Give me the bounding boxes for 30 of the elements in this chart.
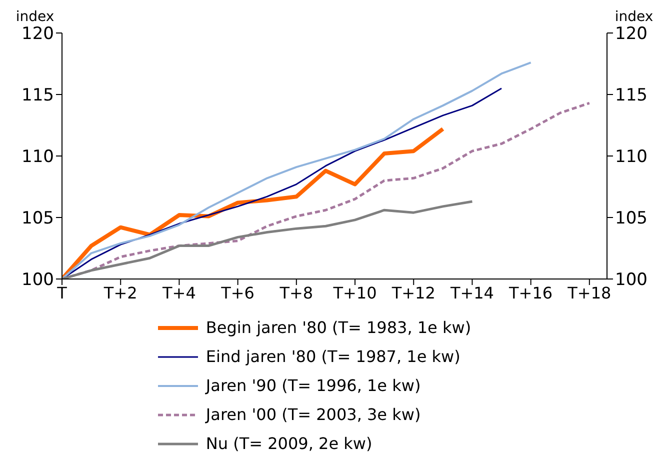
line-series — [62, 200, 474, 279]
x-tick-label: T+14 — [449, 283, 494, 302]
x-tick-label: T+12 — [390, 283, 436, 302]
x-tick-label: T+2 — [102, 283, 138, 302]
line-series — [62, 62, 532, 279]
y2-tick-label: 115 — [615, 86, 648, 106]
legend-label: Nu (T= 2009, 2e kw) — [206, 434, 372, 453]
y2-tick-label: 100 — [615, 270, 648, 290]
y-tick-label: 110 — [22, 147, 54, 168]
y2-axis-title: index — [614, 9, 654, 25]
legend-label: Jaren '00 (T= 2003, 3e kw) — [206, 405, 421, 424]
x-tick-label: T+16 — [508, 283, 553, 302]
legend-label: Jaren '90 (T= 1996, 1e kw) — [206, 376, 421, 395]
line-series — [62, 126, 445, 279]
x-tick-label: T+18 — [566, 283, 612, 302]
legend-label: Begin jaren '80 (T= 1983, 1e kw) — [206, 318, 472, 337]
legend-label: Eind jaren '80 (T= 1987, 1e kw) — [206, 347, 460, 366]
y2-tick-label: 120 — [615, 24, 648, 44]
y-axis-title: index — [16, 9, 54, 25]
x-tick-label: T+8 — [278, 283, 314, 302]
y-tick-label: 115 — [22, 86, 54, 106]
y-tick-label: 120 — [22, 24, 54, 44]
x-tick-label: T+6 — [220, 283, 254, 302]
x-tick-label: T+10 — [332, 283, 377, 302]
y-tick-label: 100 — [22, 270, 54, 290]
x-tick-label: T+4 — [162, 283, 196, 302]
y-tick-label: 105 — [22, 208, 54, 229]
y2-tick-label: 105 — [615, 208, 648, 229]
y2-tick-label: 110 — [615, 147, 648, 168]
x-tick-label: T — [56, 283, 68, 302]
